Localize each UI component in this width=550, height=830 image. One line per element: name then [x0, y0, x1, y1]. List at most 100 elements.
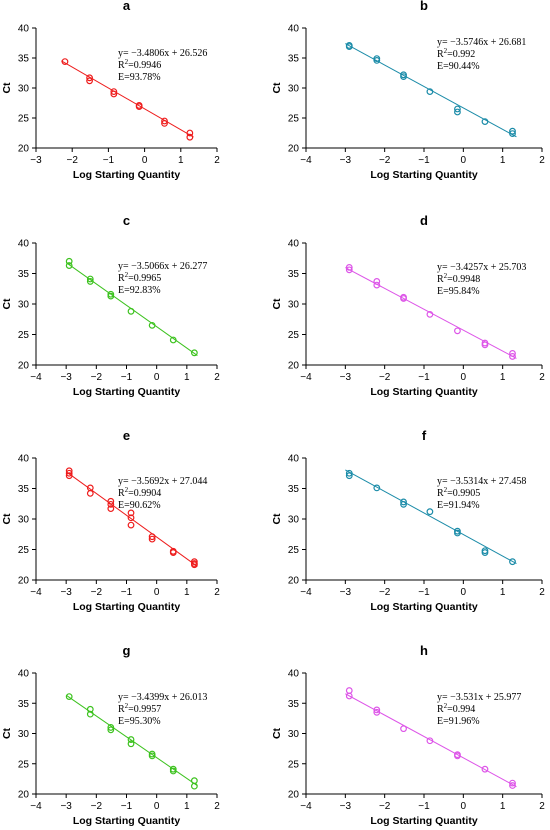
panel-g: g 20 25 30 35 40 −4 −3 −2 −1 0 1 2 Log Starting Quant… [1, 643, 220, 827]
x-tick-label: 0 [461, 587, 467, 598]
data-point [426, 310, 434, 318]
panel-f: f 20 25 30 35 40 −4 −3 −2 −1 0 1 2 Log Starting Quant… [271, 428, 545, 613]
data-point [186, 129, 194, 137]
x-tick-label: −4 [30, 801, 42, 812]
x-tick-label: −2 [91, 587, 103, 598]
x-axis-title: Log Starting Quantity [370, 386, 477, 398]
panel-c: c 20 25 30 35 40 −4 −3 −2 −1 0 1 2 Log Starting Quant… [1, 213, 220, 398]
r-squared-value: =0.9965 [128, 273, 161, 284]
y-tick-label: 25 [288, 545, 300, 556]
data-point [86, 77, 93, 85]
data-point [345, 472, 353, 480]
data-point [481, 765, 489, 773]
r-squared: R2=0.9946 [118, 58, 161, 71]
y-tick-label: 20 [18, 144, 30, 155]
data-point [345, 266, 353, 274]
x-tick-label: −2 [379, 372, 391, 383]
x-tick-label: −1 [418, 372, 430, 383]
data-point [509, 353, 516, 360]
r-squared-superscript: 2 [444, 702, 448, 710]
y-tick-label: 25 [18, 330, 30, 341]
panel-label: g [123, 643, 131, 658]
data-point [400, 500, 407, 508]
data-point [161, 117, 168, 125]
trendline [345, 43, 517, 138]
panel-a: a 20 25 30 35 40 −3 −2 −1 0 1 2 Log Starting Quantit… [1, 0, 220, 181]
y-axis-title: Ct [271, 513, 283, 525]
trendline [345, 469, 517, 565]
data-point [65, 472, 73, 480]
data-point [345, 264, 353, 271]
data-point [107, 500, 115, 508]
data-point [148, 752, 156, 760]
r-squared-value: =0.9946 [128, 60, 161, 71]
y-tick-label: 30 [18, 300, 30, 311]
y-tick-label: 30 [18, 515, 30, 526]
panel-e: e 20 25 30 35 40 −4 −3 −2 −1 0 1 2 Log Starting Quant… [1, 428, 220, 613]
data-point [509, 130, 516, 138]
r-squared-symbol: R [437, 488, 444, 499]
x-tick-label: 0 [461, 801, 467, 812]
y-axis-title: Ct [1, 513, 13, 525]
x-tick-label: −4 [300, 801, 312, 812]
y-tick-label: 20 [288, 790, 300, 801]
data-point [400, 295, 407, 302]
y-tick-label: 25 [288, 759, 300, 770]
y-tick-label: 20 [288, 576, 300, 587]
y-tick-label: 30 [288, 729, 300, 740]
r-squared: R2=0.9965 [118, 271, 161, 284]
x-axis-title: Log Starting Quantity [73, 169, 180, 181]
data-point [169, 767, 177, 775]
data-point [190, 782, 198, 790]
data-point [400, 725, 407, 733]
r-squared: R2=0.994 [437, 702, 475, 715]
data-point [190, 561, 198, 569]
data-point [107, 726, 115, 734]
y-tick-label: 40 [288, 24, 300, 35]
data-point [454, 327, 461, 335]
data-point [373, 484, 381, 492]
y-tick-label: 40 [18, 669, 30, 680]
panel-label: f [422, 428, 427, 443]
data-point [373, 281, 381, 289]
r-squared-value: =0.9904 [128, 488, 161, 499]
r-squared: R2=0.992 [437, 47, 475, 60]
x-tick-label: 2 [539, 155, 545, 166]
data-point [65, 469, 73, 477]
data-point [110, 90, 118, 98]
trendline [345, 693, 517, 788]
x-tick-label: −1 [121, 372, 133, 383]
y-tick-label: 35 [288, 54, 300, 65]
r-squared-superscript: 2 [444, 47, 448, 55]
y-tick-label: 20 [18, 790, 30, 801]
y-tick-label: 35 [288, 484, 300, 495]
x-tick-label: −2 [379, 801, 391, 812]
x-tick-label: −3 [340, 801, 352, 812]
data-point [65, 257, 73, 265]
y-tick-label: 20 [18, 361, 30, 372]
r-squared-superscript: 2 [125, 486, 129, 494]
x-tick-label: −1 [418, 587, 430, 598]
y-tick-label: 25 [18, 114, 30, 125]
y-tick-label: 25 [18, 759, 30, 770]
x-tick-label: 1 [178, 155, 184, 166]
regression-equation: y= −3.5692x + 27.044 [118, 476, 207, 487]
data-point [65, 467, 73, 475]
data-point [127, 307, 135, 315]
data-point [481, 549, 489, 556]
data-point [373, 278, 381, 285]
data-point [86, 74, 93, 82]
regression-equation: y= −3.5746x + 26.681 [437, 37, 526, 48]
efficiency: E=90.62% [118, 500, 161, 511]
y-tick-label: 30 [288, 515, 300, 526]
y-axis-title: Ct [1, 82, 13, 94]
y-tick-label: 40 [288, 669, 300, 680]
data-point [509, 350, 516, 357]
x-axis-title: Log Starting Quantity [370, 815, 477, 827]
data-point [345, 43, 353, 50]
r-squared-value: =0.992 [447, 49, 475, 60]
x-tick-label: 1 [500, 372, 506, 383]
y-tick-label: 40 [288, 239, 300, 250]
r-squared-value: =0.9948 [447, 274, 480, 285]
y-tick-label: 40 [18, 239, 30, 250]
